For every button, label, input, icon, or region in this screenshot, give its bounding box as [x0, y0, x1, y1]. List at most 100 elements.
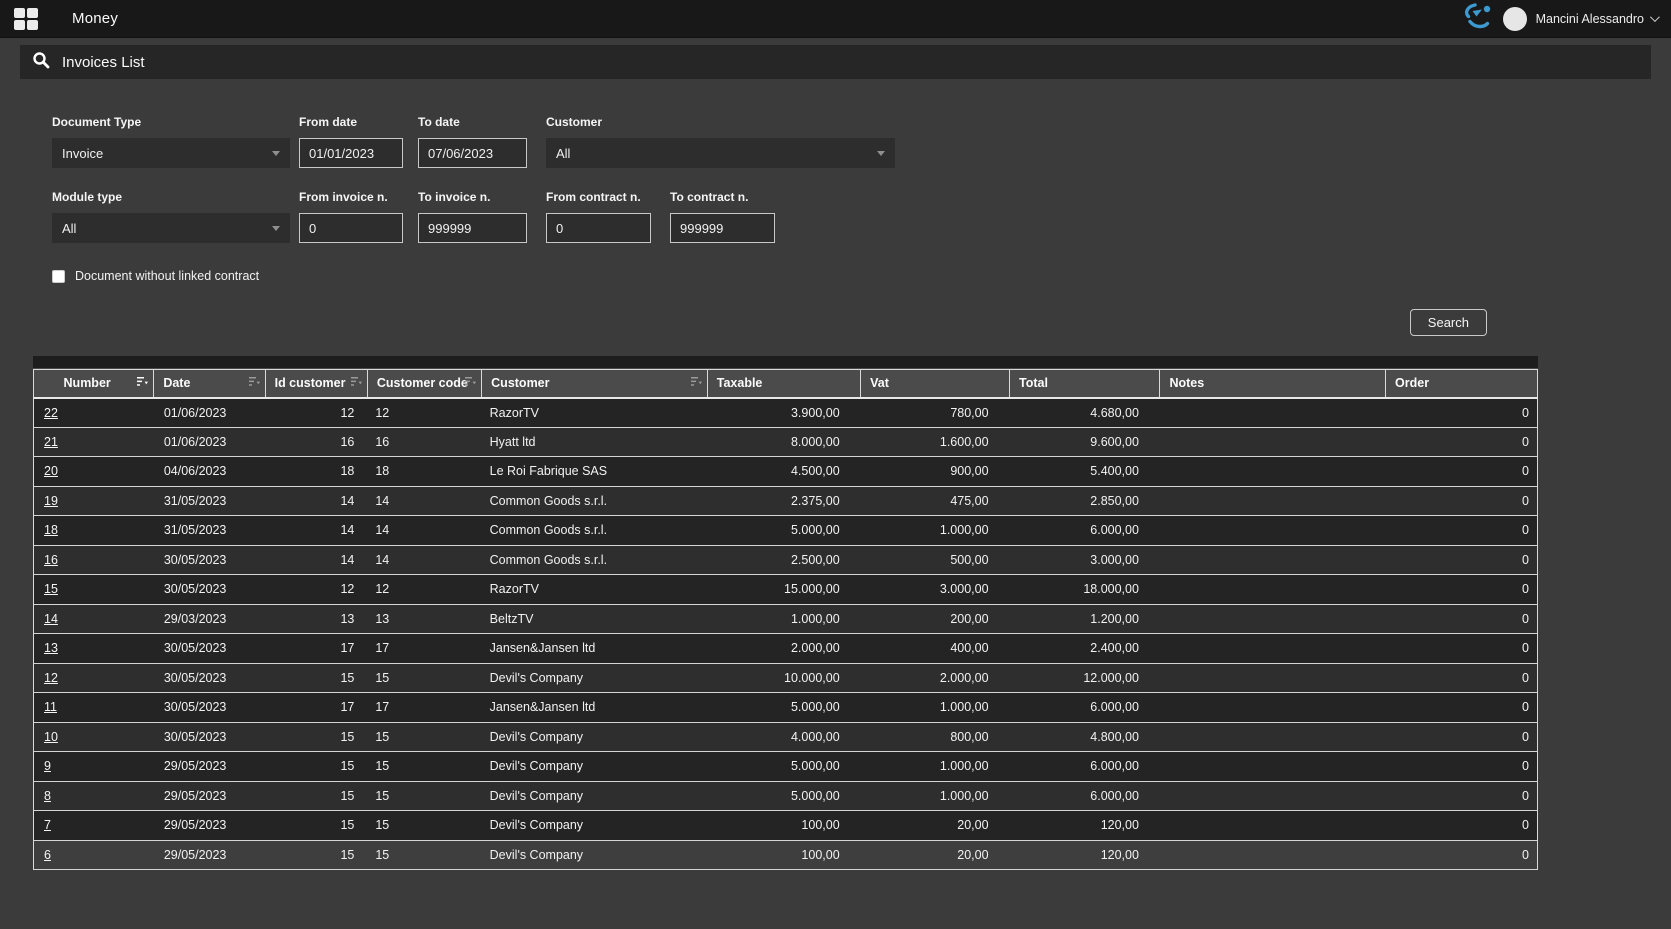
cell-number: 18	[32, 515, 154, 545]
cell-date: 29/05/2023	[163, 759, 227, 774]
cell-order: 0	[1385, 604, 1538, 634]
to-contract-input[interactable]	[670, 213, 775, 243]
filters-panel: Document Type Invoice From date To date …	[0, 79, 1671, 283]
cell-number: 16	[32, 545, 154, 575]
search-button[interactable]: Search	[1409, 309, 1487, 336]
invoice-number-link[interactable]: 7	[44, 818, 51, 833]
invoice-number-link[interactable]: 16	[44, 552, 58, 567]
invoice-number-link[interactable]: 11	[44, 700, 57, 715]
invoice-number-link[interactable]: 22	[44, 405, 58, 420]
cell-taxable: 15.000,00	[784, 582, 840, 597]
topbar-right: Mancini Alessandro	[1460, 1, 1660, 36]
cell-vat: 1.000,00	[939, 700, 989, 715]
cell-date: 30/05/2023	[163, 552, 227, 567]
cell-order: 0	[1385, 722, 1538, 752]
table-row: 11 30/05/2023 17 17 Jansen&Jansen ltd 5.000,0…	[32, 692, 1538, 722]
to-date-field: To date	[418, 115, 527, 168]
cell-notes	[1160, 575, 1386, 605]
cell-number: 7	[32, 810, 154, 840]
column-label: Date	[163, 376, 191, 391]
table-header: Number Date Id customer Customer code Custom…	[32, 369, 1538, 399]
to-invoice-input[interactable]	[418, 213, 527, 243]
cell-number: 19	[32, 486, 154, 516]
cell-id-customer: 16	[340, 434, 355, 449]
cell-customer-code: 12	[375, 405, 390, 420]
cell-number: 14	[32, 604, 154, 634]
column-header-customer-code[interactable]: Customer code	[367, 369, 483, 399]
column-header-order[interactable]: Order	[1385, 369, 1538, 399]
cell-customer-code: 17	[375, 700, 390, 715]
column-header-customer[interactable]: Customer	[481, 369, 708, 399]
chevron-down-icon	[1649, 12, 1660, 23]
module-type-value: All	[62, 220, 77, 236]
from-date-field: From date	[299, 115, 403, 168]
cell-total: 1.200,00	[1090, 611, 1139, 626]
cell-taxable: 10.000,00	[784, 670, 840, 685]
sort-icon	[350, 376, 362, 390]
cell-vat: 2.000,00	[939, 670, 989, 685]
from-date-input[interactable]	[299, 138, 403, 168]
cell-customer: RazorTV	[489, 405, 539, 420]
cell-total: 6.000,00	[1090, 523, 1139, 538]
column-header-vat[interactable]: Vat	[860, 369, 1011, 399]
avatar[interactable]	[1502, 6, 1527, 31]
customer-select[interactable]: All	[546, 138, 895, 168]
user-name: Mancini Alessandro	[1535, 11, 1644, 26]
table-row: 21 01/06/2023 16 16 Hyatt ltd 8.000,00 1.600,0…	[32, 427, 1538, 457]
invoice-number-link[interactable]: 20	[44, 464, 58, 479]
invoice-number-link[interactable]: 8	[44, 788, 51, 803]
invoice-number-link[interactable]: 14	[44, 611, 58, 626]
page-title-bar: Invoices List	[20, 45, 1651, 79]
cell-date: 31/05/2023	[163, 493, 227, 508]
invoice-number-link[interactable]: 13	[44, 641, 58, 656]
column-header-notes[interactable]: Notes	[1159, 369, 1387, 399]
cell-id-customer: 17	[340, 700, 355, 715]
column-header-total[interactable]: Total	[1009, 369, 1161, 399]
column-header-id-customer[interactable]: Id customer	[265, 369, 368, 399]
cell-order: 0	[1385, 397, 1538, 427]
invoices-table: Number Date Id customer Customer code Custom…	[32, 369, 1538, 870]
cell-date: 29/03/2023	[163, 611, 227, 626]
cell-order: 0	[1385, 751, 1538, 781]
invoice-number-link[interactable]: 19	[44, 493, 58, 508]
user-menu[interactable]: Mancini Alessandro	[1535, 11, 1660, 26]
cell-total: 4.800,00	[1090, 729, 1139, 744]
apps-grid-icon[interactable]	[14, 7, 38, 30]
to-contract-label: To contract n.	[670, 190, 749, 204]
cell-customer-code: 15	[375, 818, 390, 833]
cell-order: 0	[1385, 633, 1538, 663]
cell-customer-code: 15	[375, 788, 390, 803]
invoice-number-link[interactable]: 10	[44, 729, 58, 744]
cell-id-customer: 14	[340, 552, 355, 567]
column-header-taxable[interactable]: Taxable	[707, 369, 862, 399]
without-contract-checkbox[interactable]	[52, 269, 65, 283]
invoice-number-link[interactable]: 12	[44, 670, 58, 685]
invoice-number-link[interactable]: 6	[44, 847, 51, 862]
table-row: 15 30/05/2023 12 12 RazorTV 15.000,00 3.000,00…	[32, 574, 1538, 605]
cell-taxable: 100,00	[801, 818, 840, 833]
from-invoice-input[interactable]	[299, 213, 403, 243]
invoice-number-link[interactable]: 18	[44, 523, 58, 538]
cell-customer-code: 15	[375, 847, 390, 862]
cell-vat: 1.600,00	[939, 434, 989, 449]
invoice-number-link[interactable]: 9	[44, 759, 51, 774]
cell-taxable: 5.000,00	[790, 523, 840, 538]
grid-top-scrollbar[interactable]	[33, 356, 1538, 369]
invoice-number-link[interactable]: 15	[44, 582, 58, 597]
from-contract-input[interactable]	[546, 213, 651, 243]
to-date-input[interactable]	[418, 138, 527, 168]
invoice-number-link[interactable]: 21	[44, 434, 58, 449]
cell-id-customer: 15	[340, 818, 355, 833]
cell-order: 0	[1385, 781, 1538, 811]
document-type-select[interactable]: Invoice	[52, 138, 290, 168]
sort-icon	[465, 376, 477, 390]
cell-id-customer: 15	[340, 788, 355, 803]
cell-customer: Devil's Company	[489, 670, 584, 685]
cell-customer: Hyatt ltd	[489, 434, 536, 449]
cell-order: 0	[1385, 574, 1538, 604]
column-header-date[interactable]: Date	[153, 369, 266, 399]
module-type-select[interactable]: All	[52, 213, 290, 243]
page-title: Invoices List	[62, 53, 145, 71]
column-header-number[interactable]: Number	[32, 369, 155, 399]
cell-vat: 20,00	[957, 818, 989, 833]
